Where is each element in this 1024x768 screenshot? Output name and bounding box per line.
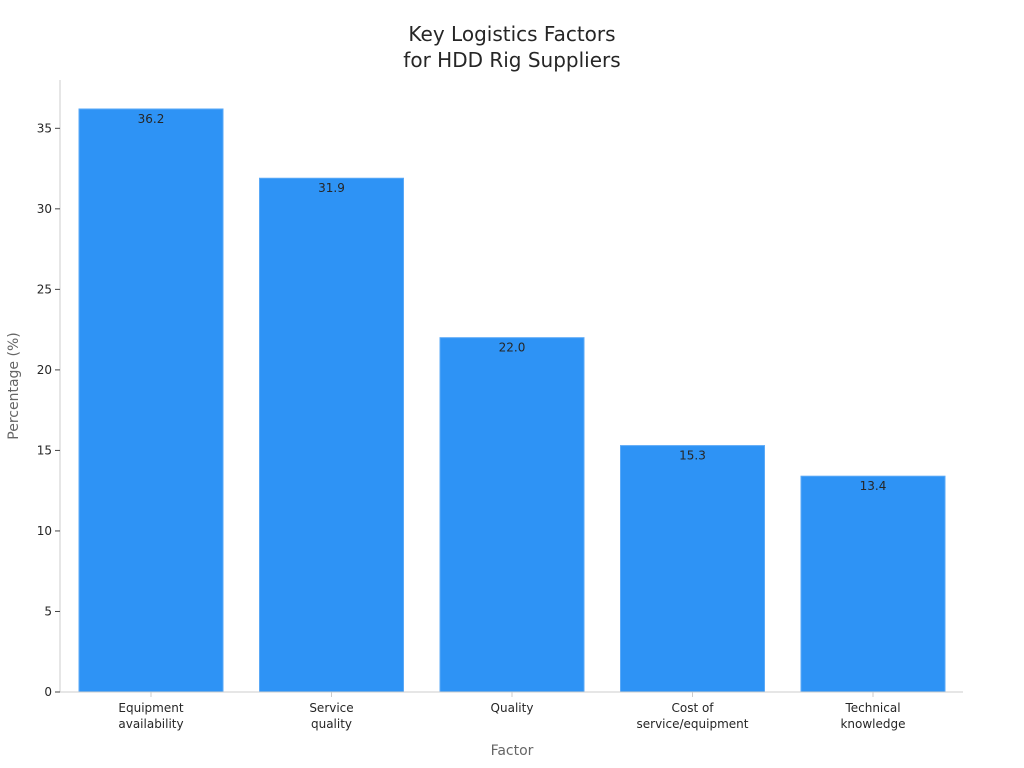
x-tick-label-2-0: Quality: [491, 701, 534, 715]
y-tick-label-1: 5: [44, 604, 52, 618]
x-tick-label-4-0: Technical: [844, 701, 900, 715]
x-tick-label-4-1: knowledge: [840, 717, 905, 731]
y-tick-label-2: 10: [37, 524, 52, 538]
x-tick-label-0-0: Equipment: [118, 701, 183, 715]
bar-0: [78, 108, 224, 693]
x-tick-label-3-0: Cost of: [671, 701, 714, 715]
bar-value-label-1: 31.9: [318, 181, 345, 195]
bar-value-label-4: 13.4: [860, 479, 887, 493]
bar-3: [620, 445, 765, 693]
bar-1: [259, 177, 404, 693]
bar-value-label-3: 15.3: [679, 449, 706, 463]
y-tick-label-3: 15: [37, 443, 52, 457]
x-tick-label-3-1: service/equipment: [637, 717, 749, 731]
bar-2: [439, 337, 585, 693]
chart-title-line-2: for HDD Rig Suppliers: [403, 48, 621, 72]
x-tick-label-0-1: availability: [118, 717, 183, 731]
bar-4: [800, 475, 946, 693]
x-tick-label-1-0: Service: [309, 701, 353, 715]
y-tick-label-7: 35: [37, 121, 52, 135]
y-tick-label-0: 0: [44, 685, 52, 699]
bar-value-label-0: 36.2: [138, 112, 165, 126]
y-tick-label-4: 20: [37, 363, 52, 377]
x-axis-label: Factor: [491, 743, 534, 759]
y-axis-label: Percentage (%): [6, 332, 22, 439]
bar-value-label-2: 22.0: [499, 341, 526, 355]
y-tick-label-5: 25: [37, 282, 52, 296]
chart-title-line-1: Key Logistics Factors: [408, 22, 616, 46]
x-tick-label-1-1: quality: [311, 717, 352, 731]
y-tick-label-6: 30: [37, 202, 52, 216]
